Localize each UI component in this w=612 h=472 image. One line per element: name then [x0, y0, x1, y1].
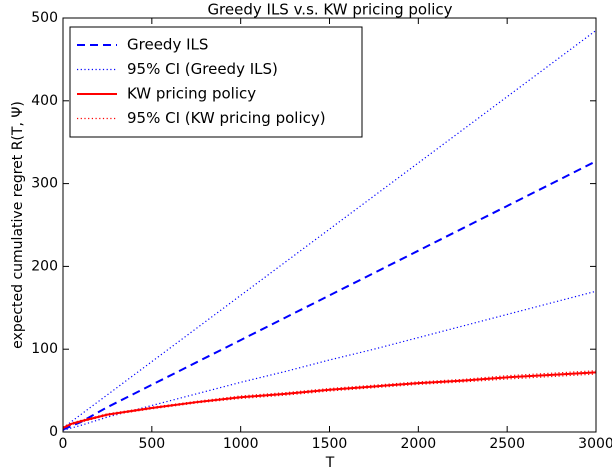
- x-tick-label: 2500: [489, 436, 525, 452]
- y-tick-label: 500: [31, 10, 58, 26]
- x-tick-label: 500: [138, 436, 165, 452]
- series-line: [62, 371, 597, 429]
- y-tick-label: 0: [49, 424, 58, 440]
- x-tick-label: 1500: [312, 436, 348, 452]
- legend-label: Greedy ILS: [127, 36, 208, 54]
- y-axis-label: expected cumulative regret R(T, Ψ): [10, 101, 26, 349]
- legend-label: KW pricing policy: [127, 85, 256, 103]
- series-line: [62, 373, 597, 430]
- x-tick-label: 1000: [223, 436, 259, 452]
- x-tick-label: 3000: [578, 436, 612, 452]
- x-axis-label: T: [325, 455, 335, 471]
- x-tick-label: 0: [59, 436, 68, 452]
- series-line: [62, 160, 597, 431]
- series-line: [62, 370, 597, 428]
- y-tick-label: 200: [31, 258, 58, 274]
- x-tick-label: 2000: [401, 436, 437, 452]
- legend-label: 95% CI (Greedy ILS): [127, 60, 278, 78]
- legend-box: [69, 26, 363, 138]
- legend-label: 95% CI (KW pricing policy): [127, 109, 326, 127]
- y-tick-label: 400: [31, 93, 58, 109]
- plot-frame: [62, 17, 597, 433]
- y-tick-label: 100: [31, 341, 58, 357]
- y-tick-label: 300: [31, 176, 58, 192]
- series-line: [62, 290, 597, 431]
- chart-title: Greedy ILS v.s. KW pricing policy: [207, 1, 452, 19]
